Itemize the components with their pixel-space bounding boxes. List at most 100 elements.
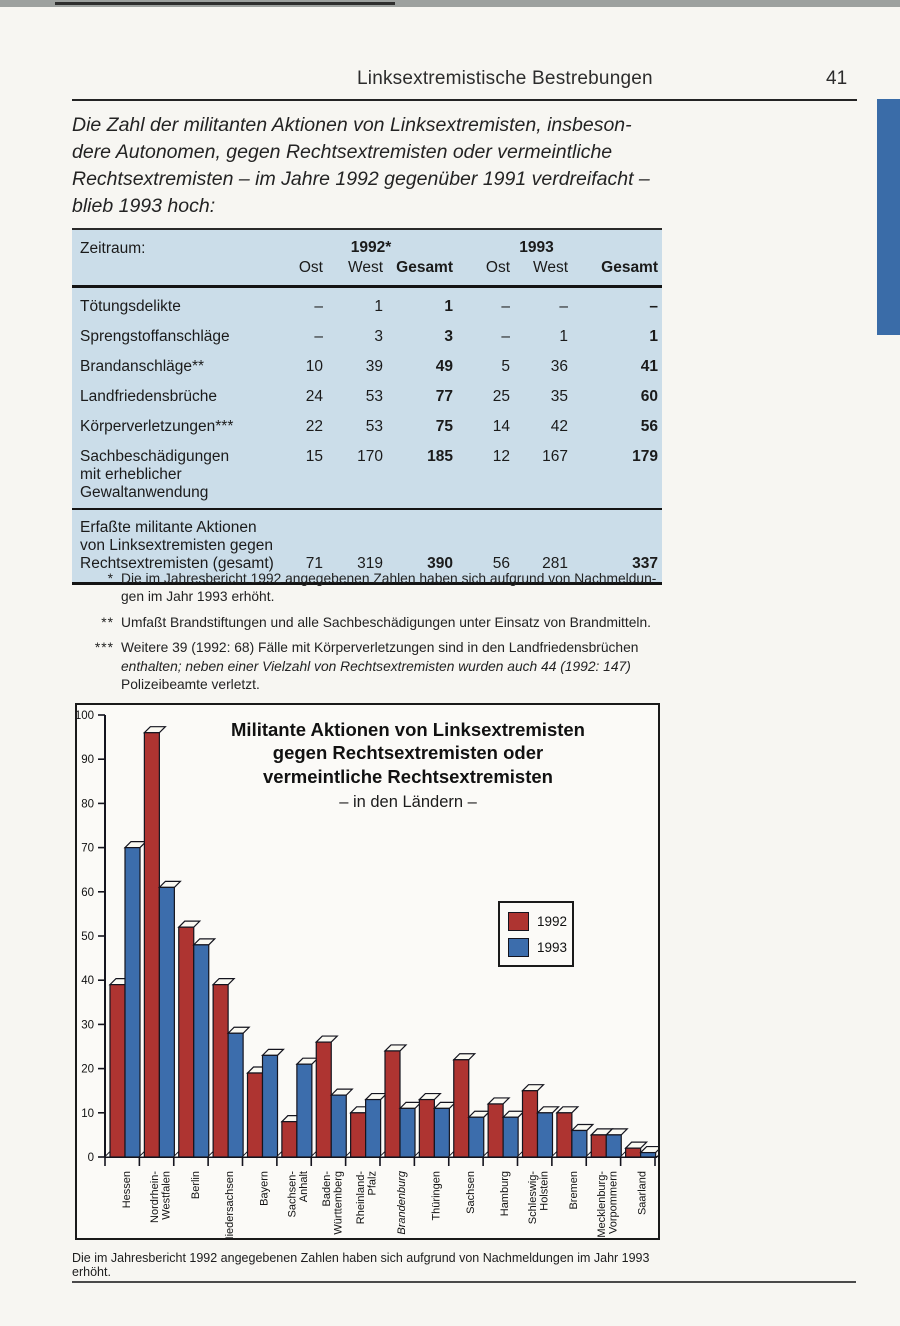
page-number: 41 bbox=[826, 68, 848, 89]
row-value: 12 bbox=[492, 448, 511, 465]
legend-item-1993: 1993 bbox=[508, 934, 572, 960]
row-value: – bbox=[314, 298, 323, 315]
chart-box: 0 10 20 30 40 50 60 70 80 90 100 Hessen Nordrhein-We… bbox=[75, 703, 660, 1240]
row-value: 36 bbox=[550, 358, 569, 375]
bar-1993-Thüringen bbox=[432, 1101, 457, 1158]
table-total-row: Erfaßte militante Aktionen von Linksextr… bbox=[72, 509, 662, 584]
footnote-text: Umfaßt Brandstiftungen und alle Sachbesc… bbox=[121, 614, 651, 630]
scan-edge-line bbox=[55, 2, 395, 5]
footnote: ** Umfaßt Brandstiftungen und alle Sachbe… bbox=[72, 614, 668, 632]
y-tick-label: 40 bbox=[81, 975, 94, 987]
x-label-Nordrhein-Westfalen: Nordrhein-Westfalen bbox=[149, 1171, 173, 1223]
bar-1993-Schleswig-Holstein bbox=[536, 1106, 560, 1158]
row-label: Sachbeschädigungen mit erheblicher Gewal… bbox=[80, 448, 230, 501]
x-label-Hamburg: Hamburg bbox=[499, 1171, 511, 1216]
bar-1993-Hamburg bbox=[501, 1110, 526, 1158]
chart-caption: Die im Jahresbericht 1992 angegebenen Za… bbox=[72, 1251, 650, 1279]
bar-1993-Hessen bbox=[123, 841, 148, 1158]
legend-label-1993: 1993 bbox=[537, 939, 568, 955]
bar-chart-plot: 0 10 20 30 40 50 60 70 80 90 100 Hessen Nordrhein-We… bbox=[77, 710, 658, 1238]
row-label: Sprengstoffanschläge bbox=[80, 328, 230, 345]
x-label-Brandenburg: Brandenburg bbox=[396, 1170, 408, 1234]
row-value: 53 bbox=[365, 388, 383, 405]
bar-1992-Bremen bbox=[555, 1106, 580, 1158]
bar-1993-Bayern bbox=[261, 1048, 285, 1158]
chart-title: Militante Aktionen von Linksextremisten … bbox=[231, 719, 585, 787]
bar-1993-Baden-Württemberg bbox=[329, 1088, 354, 1158]
bar-1993-Sachsen bbox=[467, 1110, 492, 1158]
total-value: 281 bbox=[542, 555, 569, 572]
bar-1993-Niedersachsen bbox=[226, 1026, 251, 1158]
x-label-Niedersachsen: Niedersachsen bbox=[224, 1171, 236, 1238]
footnote-marker: * bbox=[107, 571, 114, 586]
x-label-Baden-Württemberg: Baden-Württemberg bbox=[321, 1171, 345, 1235]
statistics-table: Zeitraum: 1992* 1993 Ost West Gesamt Ost West Ge… bbox=[72, 228, 663, 585]
y-tick-label: 0 bbox=[88, 1152, 94, 1164]
x-label-Bayern: Bayern bbox=[259, 1171, 271, 1206]
row-value: 22 bbox=[305, 418, 323, 435]
bar-1993-Rheinland-Pfalz bbox=[364, 1092, 389, 1158]
row-value: – bbox=[501, 298, 511, 315]
data-table: Zeitraum: 1992* 1993 Ost West Gesamt Ost West Ge… bbox=[72, 228, 663, 585]
intro-paragraph: Die Zahl der militanten Aktionen von Lin… bbox=[72, 114, 650, 217]
table-zeitraum-label: Zeitraum: bbox=[80, 240, 146, 257]
table-row: Brandanschläge** 10 39 49 5 36 41 bbox=[72, 352, 662, 382]
row-value: 25 bbox=[492, 388, 511, 405]
row-value: 1 bbox=[649, 328, 659, 345]
y-tick-label: 30 bbox=[81, 1019, 94, 1031]
total-value: 390 bbox=[427, 555, 454, 572]
x-label-Sachsen: Sachsen bbox=[465, 1171, 477, 1214]
y-tick-label: 90 bbox=[81, 754, 94, 766]
row-value: 5 bbox=[501, 358, 511, 375]
chart-legend: 1992 1993 bbox=[498, 901, 574, 967]
bar-1993-Bremen bbox=[570, 1123, 595, 1158]
footnote-marker: ** bbox=[101, 614, 114, 630]
table-row: Sachbeschädigungen mit erheblicher Gewal… bbox=[72, 442, 662, 509]
row-value: 1 bbox=[374, 298, 383, 315]
footnote: * Die im Jahresbericht 1992 angegebenen Z… bbox=[72, 570, 668, 607]
row-value: – bbox=[559, 298, 569, 315]
row-value: 14 bbox=[492, 418, 511, 435]
bar-1993-Berlin bbox=[192, 938, 217, 1158]
y-tick-label: 50 bbox=[81, 931, 94, 943]
x-label-Rheinland-Pfalz: Rheinland-Pfalz bbox=[355, 1171, 379, 1225]
footnote-text: Die im Jahresbericht 1992 angegebenen Za… bbox=[121, 571, 657, 605]
legend-swatch-1992 bbox=[508, 911, 529, 931]
row-value: 1 bbox=[559, 328, 569, 345]
table-subheader: Ost bbox=[485, 259, 511, 276]
row-value: 3 bbox=[444, 328, 454, 345]
row-value: 170 bbox=[357, 448, 383, 465]
chart-subtitle: – in den Ländern – bbox=[339, 793, 477, 811]
table-row: Landfriedensbrüche 24 53 77 25 35 60 bbox=[72, 382, 662, 412]
x-label-Thüringen: Thüringen bbox=[430, 1171, 442, 1221]
table-year-1993: 1993 bbox=[519, 239, 554, 256]
total-value: 71 bbox=[305, 555, 323, 572]
row-value: 39 bbox=[365, 358, 383, 375]
bar-1993-Sachsen-Anhalt bbox=[295, 1057, 320, 1158]
bar-1992-Niedersachsen bbox=[211, 978, 236, 1158]
table-row: Tötungsdelikte – 1 1 – – – bbox=[72, 287, 662, 323]
row-value: 75 bbox=[435, 418, 454, 435]
bar-1993-Mecklenburg-Vorpommern bbox=[604, 1128, 629, 1158]
bar-1992-Brandenburg bbox=[383, 1044, 408, 1158]
y-tick-label: 70 bbox=[81, 843, 94, 855]
table-row: Sprengstoffanschläge – 3 3 – 1 1 bbox=[72, 322, 662, 352]
row-value: 3 bbox=[374, 328, 383, 345]
row-value: 15 bbox=[305, 448, 323, 465]
bar-1993-Saarland bbox=[639, 1145, 658, 1158]
row-label: Brandanschläge** bbox=[80, 358, 205, 375]
row-label: Tötungsdelikte bbox=[80, 298, 181, 315]
y-tick-label: 20 bbox=[81, 1064, 94, 1076]
table-subheader: Gesamt bbox=[601, 259, 659, 276]
row-value: 56 bbox=[640, 418, 659, 435]
x-label-Berlin: Berlin bbox=[190, 1171, 202, 1199]
row-value: 53 bbox=[365, 418, 383, 435]
row-value: 49 bbox=[435, 358, 454, 375]
row-value: 167 bbox=[542, 448, 569, 465]
row-value: – bbox=[501, 328, 511, 345]
total-value: 337 bbox=[632, 555, 659, 572]
table-subheader: West bbox=[347, 259, 383, 276]
bar-1992-Sachsen bbox=[452, 1053, 477, 1158]
y-tick-label: 80 bbox=[81, 798, 94, 810]
